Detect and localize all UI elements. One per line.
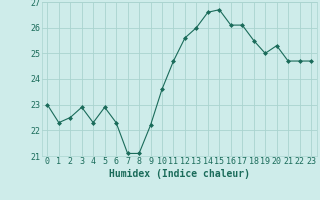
X-axis label: Humidex (Indice chaleur): Humidex (Indice chaleur) [109,169,250,179]
